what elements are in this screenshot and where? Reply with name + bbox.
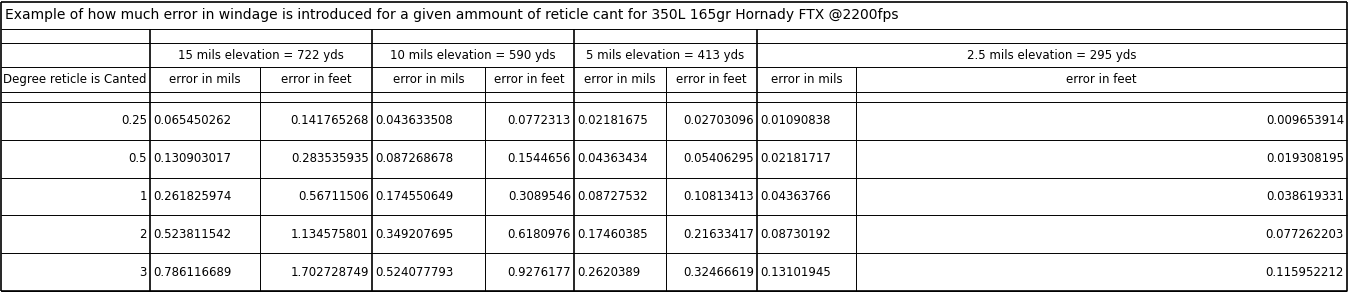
Text: error in mils: error in mils [584, 73, 656, 86]
Text: 1.702728749: 1.702728749 [291, 265, 369, 279]
Text: 0.349207695: 0.349207695 [375, 228, 453, 241]
Text: 0.08730192: 0.08730192 [760, 228, 830, 241]
Text: 0.9276177: 0.9276177 [507, 265, 572, 279]
Text: error in feet: error in feet [1066, 73, 1136, 86]
Text: 0.08727532: 0.08727532 [577, 190, 647, 203]
Text: 3: 3 [140, 265, 147, 279]
Text: error in feet: error in feet [677, 73, 747, 86]
Text: 1.134575801: 1.134575801 [291, 228, 369, 241]
Text: 0.04363766: 0.04363766 [760, 190, 830, 203]
Text: error in mils: error in mils [170, 73, 241, 86]
Text: 15 mils elevation = 722 yds: 15 mils elevation = 722 yds [178, 49, 344, 62]
Text: 0.524077793: 0.524077793 [375, 265, 453, 279]
Text: 5 mils elevation = 413 yds: 5 mils elevation = 413 yds [586, 49, 744, 62]
Text: 1: 1 [139, 190, 147, 203]
Text: 0.5: 0.5 [128, 152, 147, 165]
Text: 0.038619331: 0.038619331 [1266, 190, 1344, 203]
Text: 0.130903017: 0.130903017 [154, 152, 231, 165]
Text: 0.32466619: 0.32466619 [683, 265, 754, 279]
Text: 0.02181675: 0.02181675 [577, 114, 648, 127]
Text: error in feet: error in feet [495, 73, 565, 86]
Text: 2.5 mils elevation = 295 yds: 2.5 mils elevation = 295 yds [968, 49, 1136, 62]
Text: 0.21633417: 0.21633417 [683, 228, 754, 241]
Text: 0.1544656: 0.1544656 [508, 152, 572, 165]
Text: 0.087268678: 0.087268678 [375, 152, 453, 165]
Text: 0.02703096: 0.02703096 [683, 114, 754, 127]
Text: 0.02181717: 0.02181717 [760, 152, 830, 165]
Text: 0.009653914: 0.009653914 [1266, 114, 1344, 127]
Text: 0.019308195: 0.019308195 [1266, 152, 1344, 165]
Text: 0.04363434: 0.04363434 [577, 152, 647, 165]
Text: 10 mils elevation = 590 yds: 10 mils elevation = 590 yds [390, 49, 555, 62]
Text: 0.2620389: 0.2620389 [577, 265, 640, 279]
Text: 0.3089546: 0.3089546 [508, 190, 572, 203]
Text: 0.283535935: 0.283535935 [291, 152, 369, 165]
Text: 0.01090838: 0.01090838 [760, 114, 830, 127]
Text: 0.523811542: 0.523811542 [154, 228, 231, 241]
Text: error in feet: error in feet [280, 73, 352, 86]
Text: 0.25: 0.25 [121, 114, 147, 127]
Text: 0.077262203: 0.077262203 [1266, 228, 1344, 241]
Text: 2: 2 [139, 228, 147, 241]
Text: 0.786116689: 0.786116689 [154, 265, 232, 279]
Text: 0.10813413: 0.10813413 [683, 190, 754, 203]
Text: error in mils: error in mils [771, 73, 842, 86]
Text: 0.141765268: 0.141765268 [291, 114, 369, 127]
Text: Example of how much error in windage is introduced for a given ammount of reticl: Example of how much error in windage is … [5, 8, 899, 23]
Text: 0.065450262: 0.065450262 [154, 114, 231, 127]
Text: 0.0772313: 0.0772313 [508, 114, 572, 127]
Text: 0.174550649: 0.174550649 [375, 190, 453, 203]
Text: 0.56711506: 0.56711506 [298, 190, 369, 203]
Text: Degree reticle is Canted: Degree reticle is Canted [3, 73, 147, 86]
Text: 0.13101945: 0.13101945 [760, 265, 830, 279]
Text: 0.261825974: 0.261825974 [154, 190, 232, 203]
Text: 0.043633508: 0.043633508 [375, 114, 453, 127]
Text: 0.115952212: 0.115952212 [1266, 265, 1344, 279]
Text: error in mils: error in mils [392, 73, 464, 86]
Text: 0.6180976: 0.6180976 [508, 228, 572, 241]
Text: 0.05406295: 0.05406295 [683, 152, 754, 165]
Text: 0.17460385: 0.17460385 [577, 228, 647, 241]
